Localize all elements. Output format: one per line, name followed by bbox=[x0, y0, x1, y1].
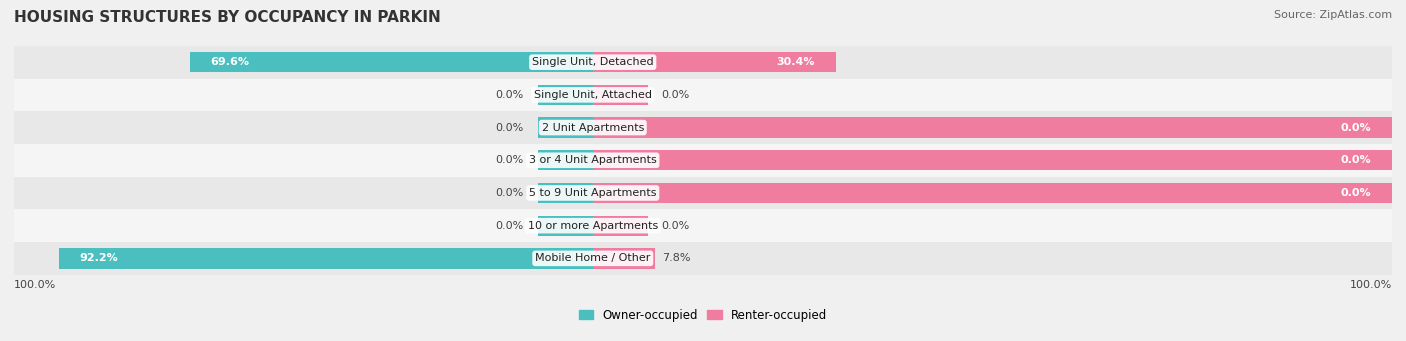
Text: 0.0%: 0.0% bbox=[1341, 188, 1371, 198]
Bar bbox=[14, 111, 1392, 144]
Bar bbox=[593, 52, 835, 72]
Text: 0.0%: 0.0% bbox=[496, 188, 524, 198]
Bar bbox=[190, 52, 593, 72]
Bar bbox=[593, 248, 655, 268]
Bar bbox=[14, 242, 1392, 275]
Text: 0.0%: 0.0% bbox=[1341, 155, 1371, 165]
Bar bbox=[14, 78, 1392, 111]
Text: 2 Unit Apartments: 2 Unit Apartments bbox=[541, 122, 644, 133]
Bar bbox=[593, 150, 1392, 170]
Bar bbox=[14, 144, 1392, 177]
Text: Single Unit, Detached: Single Unit, Detached bbox=[531, 57, 654, 67]
Text: 0.0%: 0.0% bbox=[662, 221, 690, 231]
Text: 3 or 4 Unit Apartments: 3 or 4 Unit Apartments bbox=[529, 155, 657, 165]
Text: 5 to 9 Unit Apartments: 5 to 9 Unit Apartments bbox=[529, 188, 657, 198]
Text: 0.0%: 0.0% bbox=[1341, 122, 1371, 133]
Legend: Owner-occupied, Renter-occupied: Owner-occupied, Renter-occupied bbox=[574, 304, 832, 326]
Bar bbox=[593, 216, 648, 236]
Bar bbox=[537, 183, 593, 203]
Text: Mobile Home / Other: Mobile Home / Other bbox=[536, 253, 651, 263]
Text: HOUSING STRUCTURES BY OCCUPANCY IN PARKIN: HOUSING STRUCTURES BY OCCUPANCY IN PARKI… bbox=[14, 10, 441, 25]
Bar bbox=[537, 117, 593, 138]
Text: 0.0%: 0.0% bbox=[496, 155, 524, 165]
Bar bbox=[14, 209, 1392, 242]
Bar bbox=[537, 216, 593, 236]
Text: 0.0%: 0.0% bbox=[496, 90, 524, 100]
Text: Source: ZipAtlas.com: Source: ZipAtlas.com bbox=[1274, 10, 1392, 20]
Bar bbox=[593, 85, 648, 105]
Text: 7.8%: 7.8% bbox=[662, 253, 690, 263]
Text: 30.4%: 30.4% bbox=[776, 57, 815, 67]
Text: 0.0%: 0.0% bbox=[496, 221, 524, 231]
Text: 100.0%: 100.0% bbox=[1350, 280, 1392, 290]
Text: 92.2%: 92.2% bbox=[80, 253, 118, 263]
Bar bbox=[14, 46, 1392, 78]
Text: 69.6%: 69.6% bbox=[211, 57, 250, 67]
Text: 0.0%: 0.0% bbox=[662, 90, 690, 100]
Text: 100.0%: 100.0% bbox=[14, 280, 56, 290]
Bar bbox=[59, 248, 593, 268]
Bar bbox=[14, 177, 1392, 209]
Text: 10 or more Apartments: 10 or more Apartments bbox=[527, 221, 658, 231]
Text: 0.0%: 0.0% bbox=[496, 122, 524, 133]
Bar bbox=[537, 150, 593, 170]
Bar bbox=[593, 183, 1392, 203]
Text: Single Unit, Attached: Single Unit, Attached bbox=[534, 90, 652, 100]
Bar bbox=[537, 85, 593, 105]
Bar bbox=[593, 117, 1392, 138]
